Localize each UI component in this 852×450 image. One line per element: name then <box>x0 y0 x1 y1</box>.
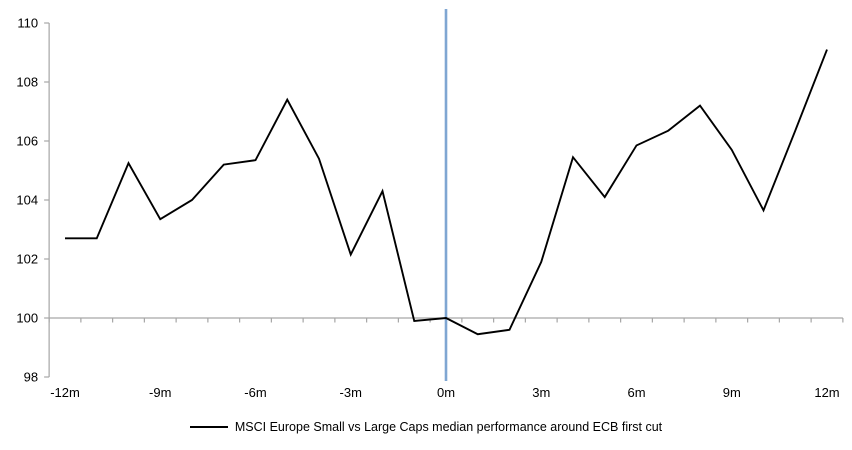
legend: MSCI Europe Small vs Large Caps median p… <box>0 419 852 435</box>
y-tick-label: 98 <box>24 370 38 385</box>
x-tick-label: 6m <box>627 385 645 400</box>
x-tick-label: 12m <box>814 385 839 400</box>
x-tick-label: -9m <box>149 385 171 400</box>
x-tick-label: -6m <box>244 385 266 400</box>
x-tick-label: 9m <box>723 385 741 400</box>
series-line <box>65 49 828 336</box>
x-tick-label: -12m <box>50 385 80 400</box>
y-tick-label: 104 <box>16 193 38 208</box>
y-tick-label: 106 <box>16 134 38 149</box>
y-tick-label: 110 <box>17 16 38 31</box>
legend-label: MSCI Europe Small vs Large Caps median p… <box>234 420 663 434</box>
x-tick-label: 0m <box>437 385 455 400</box>
y-tick-label: 108 <box>16 75 38 90</box>
x-tick-label: 3m <box>532 385 550 400</box>
legend-line-swatch <box>189 426 228 428</box>
x-tick-label: -3m <box>340 385 362 400</box>
y-tick-label: 102 <box>16 252 38 267</box>
y-tick-label: 100 <box>16 311 38 326</box>
